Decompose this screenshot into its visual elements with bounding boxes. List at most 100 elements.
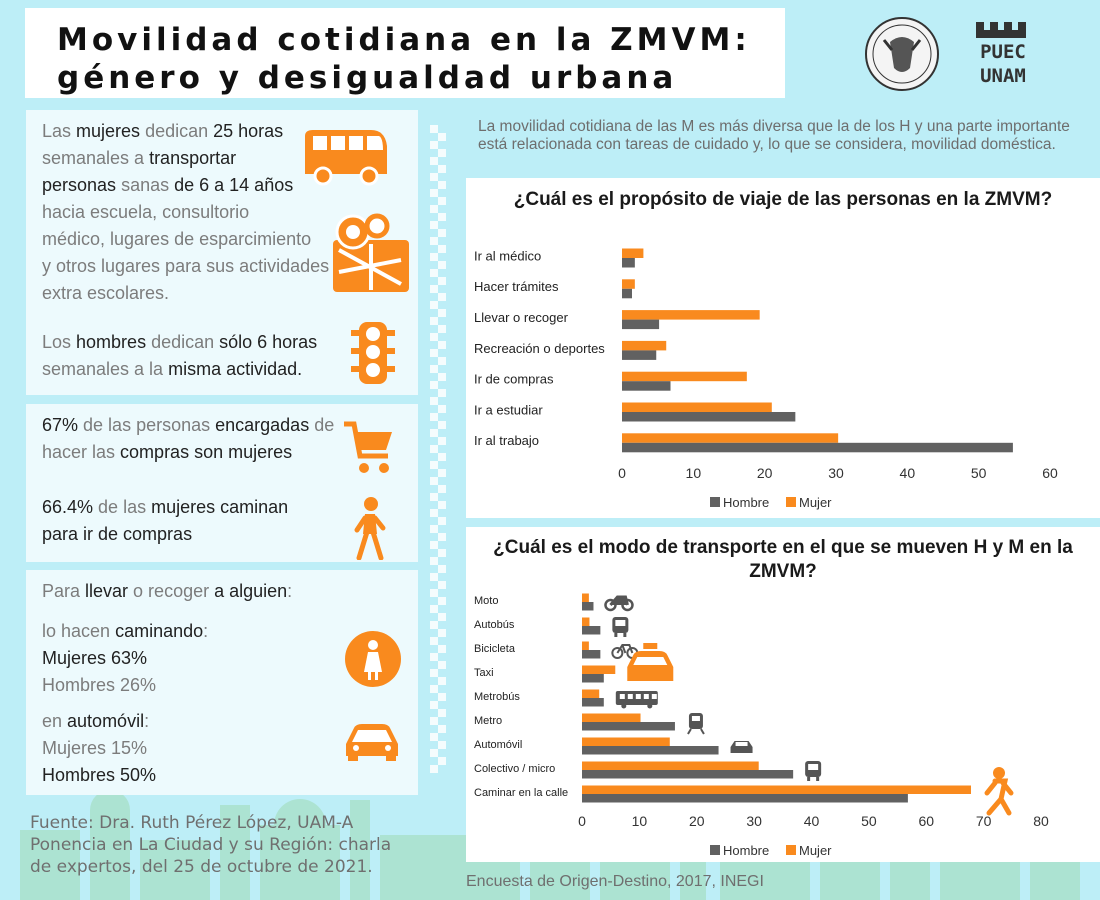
panel-escort: Para llevar o recoger a alguien: lo hace…	[26, 570, 418, 795]
category-label: Caminar en la calle	[474, 787, 568, 799]
category-label: Llevar o recoger	[474, 310, 569, 325]
bar-hombre-colectivo-micro	[582, 770, 794, 779]
panel3-line7: Hombres 50%	[42, 765, 157, 785]
legend-swatch-hombre	[710, 845, 720, 855]
category-label: Metrobús	[474, 691, 520, 703]
car-icon	[730, 741, 753, 753]
x-tick-label: 50	[971, 465, 987, 481]
intro-text: La movilidad cotidiana de las M es más d…	[478, 118, 1070, 153]
chart2-plot: Moto Autobús Bicicleta Taxi Metrobús Metro Aut…	[474, 593, 1049, 858]
legend-swatch-hombre	[710, 497, 720, 507]
x-tick-label: 40	[900, 465, 916, 481]
walking-woman-icon	[354, 497, 386, 560]
x-tick-label: 30	[828, 465, 844, 481]
category-label: Ir a estudiar	[474, 402, 543, 417]
panel2-line1: 67% de las personas encargadas de	[42, 415, 335, 435]
x-tick-label: 50	[861, 813, 877, 829]
legend-swatch-mujer	[786, 497, 796, 507]
traffic-light-icon	[351, 322, 395, 384]
bar-mujer-ir-al-medico	[622, 248, 644, 258]
colectivo-bus-icon	[805, 761, 822, 781]
panel-shopping: 67% de las personas encargadas de hacer …	[26, 404, 418, 562]
category-label: Moto	[474, 595, 498, 607]
bar-hombre-automovil	[582, 746, 719, 755]
x-tick-label: 0	[578, 813, 586, 829]
bar-hombre-recreacion-o-deportes	[622, 350, 657, 360]
bus-icon	[612, 617, 629, 637]
taxi-icon	[627, 643, 674, 681]
bar-mujer-metro	[582, 713, 641, 722]
bar-mujer-taxi	[582, 665, 616, 674]
survey-credit: Encuesta de Origen-Destino, 2017, INEGI	[466, 873, 764, 890]
panel3-line1: Para llevar o recoger a alguien:	[42, 581, 293, 601]
bar-hombre-ir-de-compras	[622, 381, 671, 391]
car-icon	[346, 724, 398, 761]
legend-label-hombre: Hombre	[723, 495, 769, 510]
chart-transport-mode: ¿Cuál es el modo de transporte en el que…	[466, 527, 1100, 862]
category-label: Ir al médico	[474, 248, 541, 263]
category-label: Bicicleta	[474, 643, 516, 655]
panel3-line5: en automóvil:	[42, 711, 150, 731]
legend-label-mujer: Mujer	[799, 495, 832, 510]
bar-mujer-caminar-en-la-calle	[582, 785, 972, 794]
bar-mujer-moto	[582, 593, 589, 602]
x-tick-label: 60	[1042, 465, 1058, 481]
category-label: Colectivo / micro	[474, 763, 555, 775]
bar-hombre-autobus	[582, 626, 601, 635]
motorcycle-icon	[604, 595, 634, 612]
panel3-line4: Hombres 26%	[42, 675, 157, 695]
bar-mujer-automovil	[582, 737, 670, 746]
x-tick-label: 10	[686, 465, 702, 481]
bar-mujer-bicicleta	[582, 641, 589, 650]
panel1-line4: hacia escuela, consultorio	[42, 202, 250, 222]
bar-hombre-hacer-tramites	[622, 288, 632, 299]
bar-hombre-caminar-en-la-calle	[582, 794, 908, 803]
panel2-line3: 66.4% de las mujeres caminan	[42, 497, 289, 517]
shopping-cart-icon	[344, 421, 392, 473]
x-tick-label: 20	[757, 465, 773, 481]
x-tick-label: 60	[918, 813, 934, 829]
walking-person-icon	[984, 767, 1014, 816]
panel3-line2: lo hacen caminando:	[42, 621, 209, 641]
category-label: Ir al trabajo	[474, 433, 539, 448]
legend-label-mujer: Mujer	[799, 843, 832, 858]
bar-hombre-llevar-o-recoger	[622, 319, 660, 330]
x-tick-label: 40	[804, 813, 820, 829]
x-tick-label: 0	[618, 465, 626, 481]
page-title-line2: género y desigualdad urbana	[57, 60, 678, 96]
bar-mujer-metrobus	[582, 689, 600, 698]
checker-strip-decoration	[430, 125, 446, 773]
panel1-line7: extra escolares.	[42, 283, 170, 303]
source-credit: Fuente: Dra. Ruth Pérez López, UAM-A Pon…	[30, 813, 392, 877]
chart2-title: ¿Cuál es el modo de transporte en el que…	[493, 537, 1073, 582]
bar-mujer-hacer-tramites	[622, 279, 635, 289]
puec-logo-text: PUEC UNAM	[980, 41, 1026, 87]
panel2-line2: hacer las compras son mujeres	[42, 442, 293, 462]
bar-mujer-ir-a-estudiar	[622, 402, 772, 412]
bar-mujer-colectivo-micro	[582, 761, 759, 770]
panel-care-hours: Las mujeres dedican 25 horas semanales a…	[26, 110, 418, 395]
metrobus-icon	[615, 691, 658, 709]
metro-train-icon	[687, 713, 705, 735]
bar-hombre-ir-al-medico	[622, 258, 635, 268]
bar-mujer-ir-al-trabajo	[622, 433, 839, 443]
puec-logo-icon	[976, 22, 1026, 38]
bar-hombre-metrobus	[582, 698, 604, 707]
logos: PUEC UNAM	[862, 10, 1082, 100]
chart-trip-purpose: ¿Cuál es el propósito de viaje de las pe…	[466, 178, 1100, 518]
x-tick-label: 10	[632, 813, 648, 829]
x-tick-label: 20	[689, 813, 705, 829]
legend-swatch-mujer	[786, 845, 796, 855]
panel3-line3: Mujeres 63%	[42, 648, 148, 668]
page-title-line1: Movilidad cotidiana en la ZMVM:	[57, 22, 751, 58]
panel1-line6: y otros lugares para sus actividades	[42, 256, 330, 276]
panel2-line4: para ir de compras	[42, 524, 193, 544]
bar-mujer-recreacion-o-deportes	[622, 340, 667, 351]
category-label: Automóvil	[474, 739, 522, 751]
bar-hombre-bicicleta	[582, 650, 601, 659]
panel3-line6: Mujeres 15%	[42, 738, 148, 758]
category-label: Taxi	[474, 667, 494, 679]
bar-hombre-metro	[582, 722, 675, 731]
chart1-title: ¿Cuál es el propósito de viaje de las pe…	[513, 189, 1053, 210]
panel1-line9: semanales a la misma actividad.	[42, 359, 303, 379]
